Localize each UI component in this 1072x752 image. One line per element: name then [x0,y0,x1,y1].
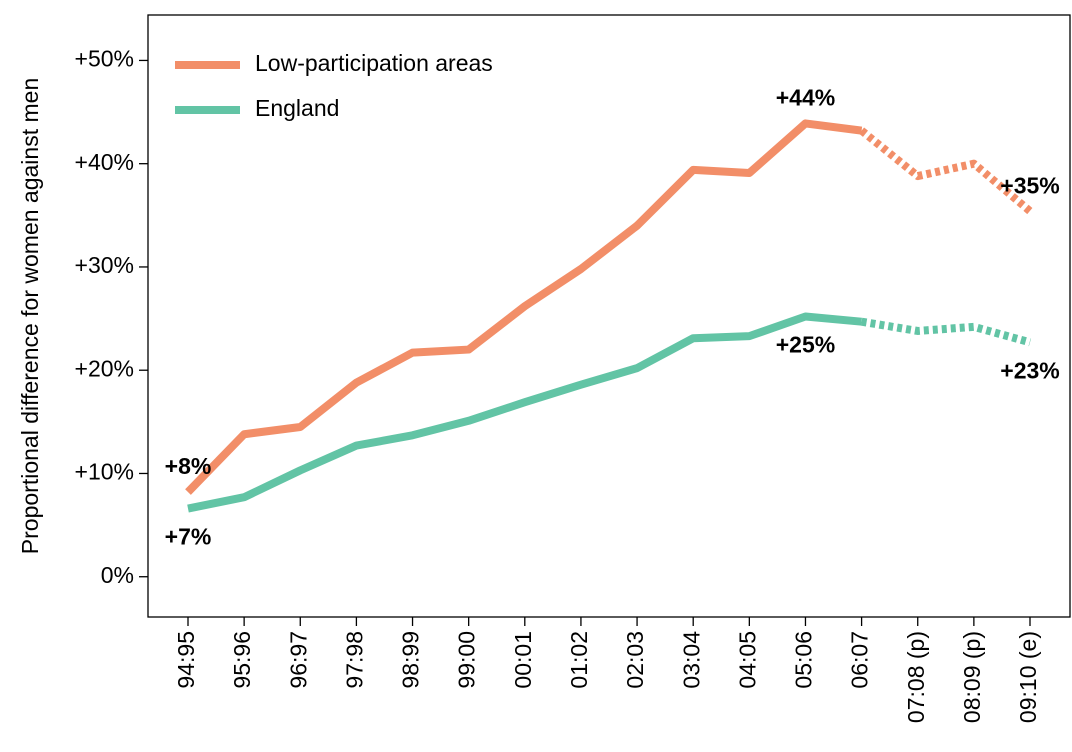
x-tick-label: 95:96 [229,631,255,689]
value-label: +7% [165,524,212,550]
x-tick-label: 00:01 [510,631,536,689]
y-axis-label: Proportional difference for women agains… [17,78,43,554]
series-line [185,119,863,495]
x-tick-label: 04:05 [734,631,760,689]
value-label: +23% [1000,357,1059,383]
legend-label: England [255,95,339,121]
y-tick-label: +40% [75,149,134,175]
value-label: +35% [1000,172,1059,198]
y-tick-label: +20% [75,355,134,381]
y-tick-label: +30% [75,252,134,278]
x-tick-label: 09:10 (e) [1015,631,1041,723]
value-label: +25% [776,332,835,358]
y-tick-label: +10% [75,459,134,485]
x-tick-label: 07:08 (p) [903,631,929,723]
x-tick-label: 98:99 [398,631,424,689]
x-tick-label: 94:95 [173,631,199,689]
value-label: +44% [776,85,835,111]
x-tick-label: 06:07 [847,631,873,689]
y-tick-label: 0% [101,562,134,588]
x-tick-label: 97:98 [341,631,367,689]
projected-line [860,317,1032,347]
x-tick-label: 99:00 [454,631,480,689]
x-tick-label: 03:04 [678,631,704,689]
x-tick-label: 08:09 (p) [959,631,985,723]
legend-label: Low-participation areas [255,50,493,76]
series-line [187,312,862,513]
x-tick-label: 02:03 [622,631,648,689]
x-tick-label: 05:06 [791,631,817,689]
value-label: +8% [165,453,212,479]
x-tick-label: 96:97 [285,631,311,689]
y-tick-label: +50% [75,46,134,72]
x-tick-label: 01:02 [566,631,592,689]
projected-line [859,127,1033,215]
plot-frame [147,14,1071,618]
